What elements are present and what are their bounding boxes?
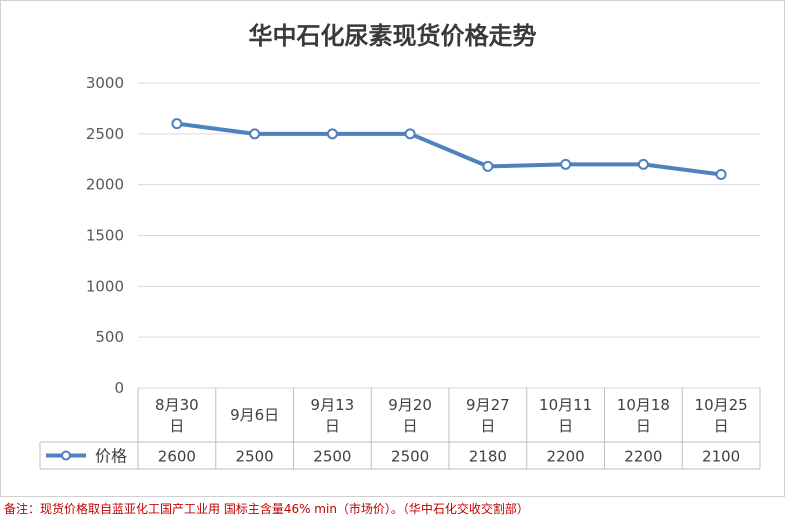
data-point — [404, 128, 416, 140]
table-value: 2200 — [624, 448, 662, 466]
table-value: 2100 — [702, 448, 740, 466]
x-category-label-cont: 日 — [325, 417, 340, 435]
x-category-label: 10月11 — [539, 396, 592, 414]
x-category-label-cont: 日 — [480, 417, 495, 435]
y-tick-label: 0 — [114, 379, 124, 397]
x-category-label-cont: 日 — [403, 417, 418, 435]
data-point — [560, 158, 572, 170]
data-point — [326, 128, 338, 140]
x-category-label: 9月20 — [388, 396, 432, 414]
x-category-label-cont: 日 — [558, 417, 573, 435]
table-value: 2180 — [469, 448, 507, 466]
table-value: 2500 — [236, 448, 274, 466]
y-tick-label: 500 — [95, 328, 124, 346]
y-tick-label: 1000 — [86, 277, 124, 295]
x-category-label-cont: 日 — [714, 417, 729, 435]
table-value: 2200 — [547, 448, 585, 466]
x-category-label: 10月18 — [617, 396, 670, 414]
table-value: 2600 — [158, 448, 196, 466]
x-category-label-cont: 日 — [636, 417, 651, 435]
table-value: 2500 — [391, 448, 429, 466]
x-category-label: 9月13 — [311, 396, 355, 414]
y-tick-label: 3000 — [86, 74, 124, 92]
x-category-label: 9月6日 — [230, 406, 279, 424]
data-point — [249, 128, 261, 140]
legend-marker — [61, 450, 71, 461]
data-point — [171, 118, 183, 130]
y-tick-label: 1500 — [86, 227, 124, 245]
x-category-label-cont: 日 — [169, 417, 184, 435]
chart-title: 华中石化尿素现货价格走势 — [248, 21, 537, 50]
x-category-label: 8月30 — [155, 396, 199, 414]
table-value: 2500 — [313, 448, 351, 466]
legend-label: 价格 — [95, 447, 127, 466]
footnote: 备注：现货价格取自蓝亚化工国产工业用 国标主含量46% min（市场价）。（华中… — [4, 502, 529, 516]
y-tick-label: 2500 — [86, 125, 124, 143]
line-chart: 0 500 1000 1500 2000 2500 3000 8月30 日 9月6日 9月13 日 9月… — [39, 74, 761, 470]
data-point — [715, 169, 727, 180]
data-point — [637, 158, 649, 170]
y-tick-label: 2000 — [86, 176, 124, 194]
x-category-label: 10月25 — [695, 396, 748, 414]
x-category-label: 9月27 — [466, 396, 510, 414]
data-point — [482, 160, 494, 172]
series-line — [176, 121, 722, 177]
